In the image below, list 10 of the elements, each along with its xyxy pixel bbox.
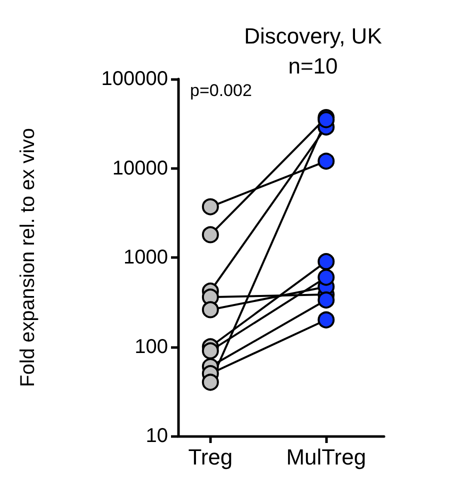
x-tick-label: Treg bbox=[188, 444, 233, 470]
y-tick-label: 1000 bbox=[124, 246, 168, 268]
y-tick-label: 10 bbox=[146, 425, 168, 447]
y-tick-label: 100 bbox=[134, 336, 168, 358]
y-tick-label: 100000 bbox=[101, 68, 168, 90]
y-axis-title: Fold expansion rel. to ex vivo bbox=[17, 128, 39, 388]
chart-title: Discovery, UK n=10 bbox=[244, 24, 382, 78]
y-tick-label: 10000 bbox=[112, 157, 168, 180]
x-tick-label: MulTreg bbox=[286, 444, 366, 470]
annotation: p=0.002 bbox=[190, 81, 252, 100]
